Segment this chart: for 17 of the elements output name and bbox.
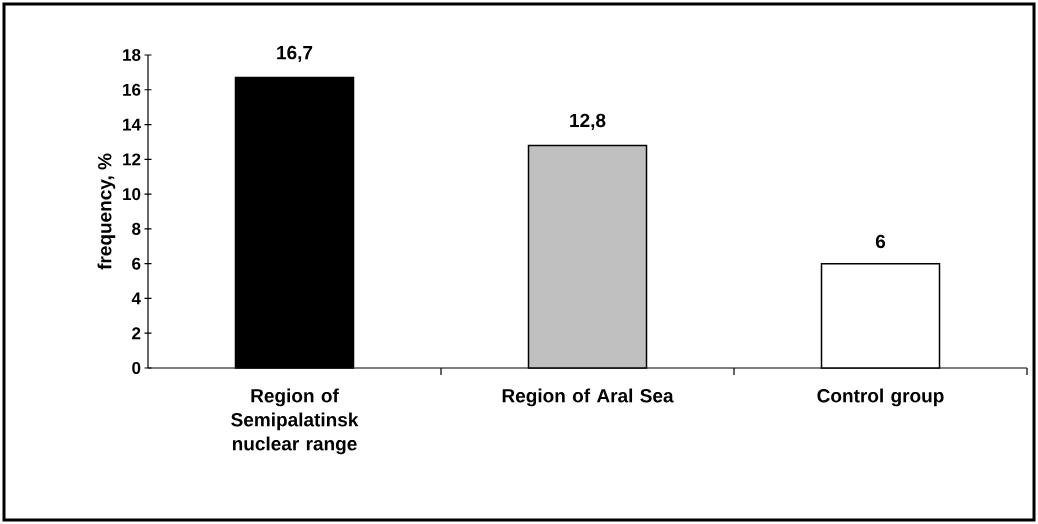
y-tick-label: 0 <box>132 361 141 375</box>
y-tick-label: 10 <box>123 188 141 201</box>
y-tick-label: 8 <box>132 222 141 235</box>
y-tick-label: 6 <box>132 257 141 270</box>
data-label: 16,7 <box>277 45 313 63</box>
y-tick-label: 18 <box>123 48 141 62</box>
x-tick-label: Region of Aral Sea <box>502 388 674 407</box>
y-axis-title: frequency, % <box>97 153 116 270</box>
data-label: 12,8 <box>570 113 606 130</box>
y-tick-label: 16 <box>123 83 141 96</box>
x-tick-label: Control group <box>817 388 944 407</box>
y-tick-label: 14 <box>123 118 141 131</box>
x-tick-label: Region of Semipalatinsk nuclear range <box>231 388 359 455</box>
y-tick-label: 12 <box>123 153 141 166</box>
data-label: 6 <box>875 234 886 249</box>
y-tick-label: 4 <box>131 292 141 305</box>
y-tick-label: 2 <box>132 327 141 340</box>
